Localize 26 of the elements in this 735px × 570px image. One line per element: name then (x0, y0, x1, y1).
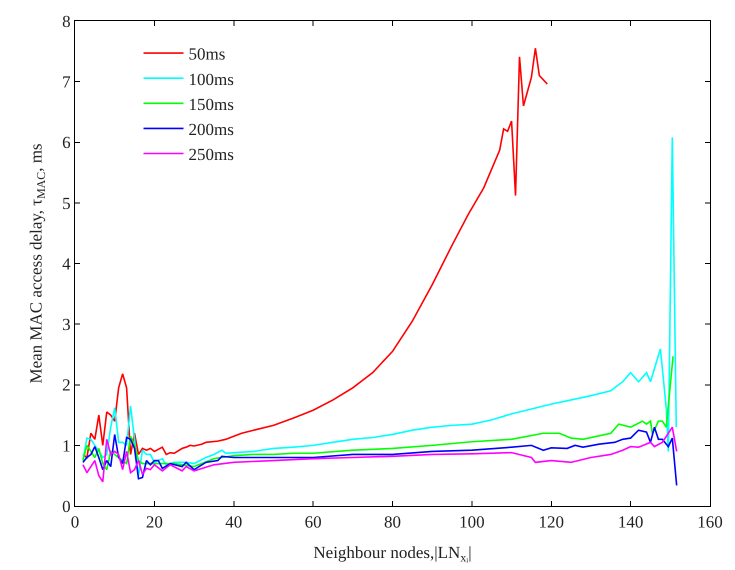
x-tick-label: 60 (304, 512, 322, 532)
y-tick-label: 5 (62, 194, 71, 213)
y-tick-label: 6 (62, 133, 71, 152)
line-series (82, 47, 548, 458)
x-tick-label: 120 (538, 512, 564, 532)
y-tick-label: 1 (62, 436, 71, 456)
x-axis-title: Neighbour nodes,|LN$_{xᵢ}$| (313, 542, 472, 564)
x-tick-label: 40 (225, 512, 242, 532)
legend-label: 250ms (188, 145, 234, 164)
line-series (82, 355, 674, 470)
y-tick-label: 3 (62, 315, 71, 334)
legend-label: 150ms (188, 94, 234, 114)
legend-label: 200ms (188, 120, 234, 140)
x-tick-label: 140 (618, 512, 644, 532)
x-tick-label: 100 (459, 512, 485, 532)
y-tick-label: 8 (62, 12, 71, 31)
y-tick-label: 0 (62, 496, 71, 516)
y-tick-label: 2 (62, 376, 71, 395)
legend-label: 100ms (188, 70, 234, 89)
x-tick-label: 80 (384, 512, 401, 532)
x-tick-label: 160 (697, 512, 723, 532)
y-tick-label: 4 (62, 254, 72, 274)
y-tick-label: 7 (62, 72, 72, 92)
line-series (82, 136, 678, 476)
legend-label: 50ms (188, 44, 226, 64)
x-tick-label: 20 (146, 512, 163, 532)
